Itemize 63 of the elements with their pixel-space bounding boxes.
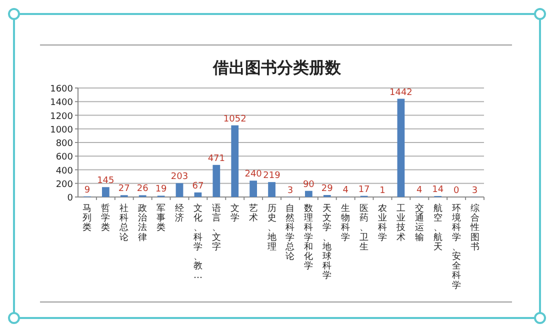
- bar: [231, 125, 239, 197]
- data-label: 240: [244, 170, 262, 180]
- x-tick-label: 航空、航天: [433, 203, 442, 252]
- bar: [268, 182, 276, 197]
- x-tick-label: 历史、地理: [266, 204, 276, 252]
- data-label: 3: [287, 186, 294, 196]
- y-tick-label: 1000: [50, 125, 74, 136]
- data-label: 4: [342, 186, 349, 196]
- x-tick-label: 医药、卫生: [360, 203, 369, 252]
- x-tick-label: 农业科学: [378, 203, 387, 243]
- category-label: 环境科学、安全科学: [452, 204, 461, 291]
- x-tick-label: 经济: [175, 203, 184, 224]
- bar: [194, 192, 202, 197]
- data-label: 26: [136, 184, 149, 194]
- data-label: 219: [263, 171, 281, 182]
- y-tick-label: 1600: [50, 84, 74, 94]
- x-tick-label: 政治法律: [138, 203, 148, 243]
- data-label: 1052: [223, 114, 246, 124]
- data-label: 4: [416, 186, 423, 196]
- x-tick-label: 社科总论: [118, 203, 129, 243]
- bar: [212, 164, 220, 197]
- x-tick-label: 马列类: [82, 204, 92, 234]
- data-label: 203: [170, 172, 188, 182]
- x-tick-label: 工业技术: [395, 204, 406, 243]
- data-label: 145: [97, 176, 114, 186]
- x-tick-label: 天文学、地球科学: [322, 203, 332, 282]
- bar: [176, 183, 184, 197]
- bar: [102, 187, 110, 197]
- bar: [397, 98, 405, 197]
- data-label: 29: [321, 184, 334, 194]
- data-label: 9: [84, 185, 90, 196]
- data-label: 471: [208, 154, 226, 164]
- data-label: 67: [192, 181, 204, 192]
- x-tick-label: 生物科学: [341, 203, 350, 243]
- y-tick-label: 400: [56, 166, 74, 176]
- x-tick-label: 交通运输: [414, 203, 424, 243]
- y-tick-label: 1200: [50, 112, 74, 122]
- data-label: 19: [155, 184, 168, 195]
- data-label: 0: [453, 186, 460, 196]
- y-tick-label: 0: [67, 194, 74, 204]
- data-label: 90: [302, 180, 315, 190]
- bar: [250, 180, 258, 197]
- x-tick-label: 数理科学和化学: [304, 203, 314, 272]
- x-tick-label: 文化、科学、教…: [193, 203, 202, 282]
- x-tick-label: 文学: [230, 203, 240, 224]
- data-label: 14: [432, 185, 444, 196]
- x-tick-label: 综合性图书: [469, 203, 480, 252]
- data-label: 1: [380, 186, 386, 196]
- y-tick-label: 1400: [50, 98, 74, 108]
- x-tick-label: 自然科学总论: [284, 203, 295, 262]
- y-tick-label: 200: [56, 180, 74, 190]
- data-label: 3: [472, 186, 478, 196]
- y-tick-label: 800: [56, 139, 74, 149]
- chart-title: 借出图书分类册数: [212, 58, 342, 77]
- data-label: 17: [358, 184, 370, 195]
- y-tick-label: 600: [56, 152, 74, 163]
- data-label: 27: [118, 184, 130, 194]
- x-tick-label: 语言、文字: [212, 203, 221, 252]
- x-tick-label: 艺术: [248, 203, 258, 224]
- bar: [304, 190, 312, 197]
- x-tick-label: 哲学类: [101, 203, 110, 234]
- data-label: 1442: [390, 88, 412, 98]
- x-tick-label: 军事类: [156, 203, 166, 234]
